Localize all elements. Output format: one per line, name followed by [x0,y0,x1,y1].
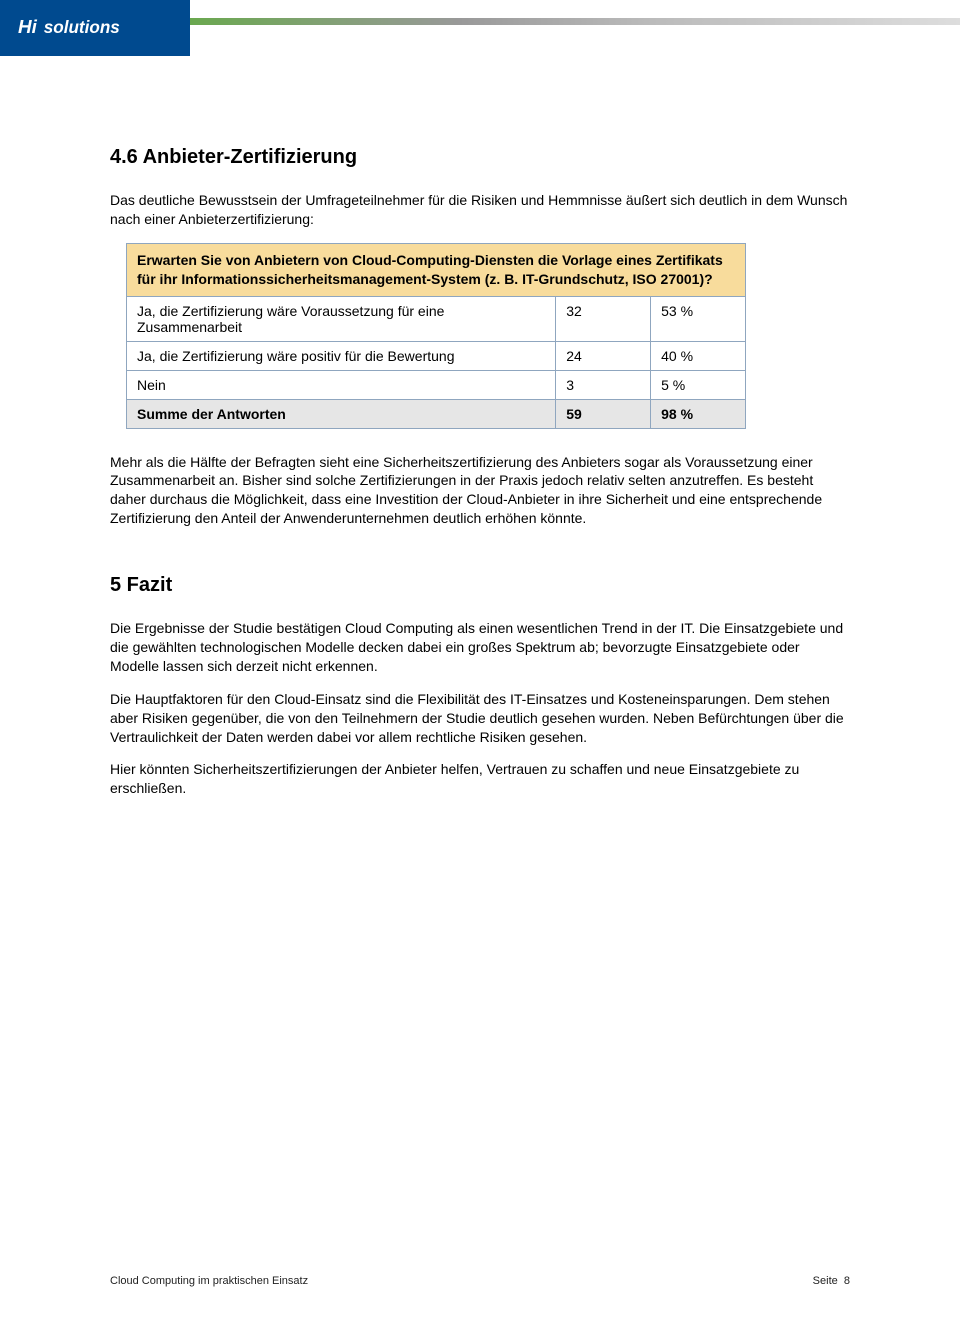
table-cell-count: 24 [556,341,651,370]
fazit-heading: 5 Fazit [110,574,850,597]
table-sum-pct: 98 % [651,399,746,428]
logo-icon: Hi solutions [18,16,172,40]
table-cell-pct: 40 % [651,341,746,370]
svg-text:solutions: solutions [44,17,120,37]
footer-right: Seite 8 [813,1275,850,1287]
table-cell-count: 3 [556,370,651,399]
fazit-paragraph: Die Ergebnisse der Studie bestätigen Clo… [110,619,850,676]
page-footer: Cloud Computing im praktischen Einsatz S… [110,1275,850,1287]
intro-paragraph: Das deutliche Bewusstsein der Umfragetei… [110,191,850,229]
content-area: 4.6 Anbieter-Zertifizierung Das deutlich… [0,56,960,798]
post-table-paragraph: Mehr als die Hälfte der Befragten sieht … [110,453,850,529]
table-row: Nein 3 5 % [127,370,746,399]
table-cell-pct: 53 % [651,296,746,341]
page: Hi solutions 4.6 Anbieter-Zertifizierung… [0,0,960,1317]
survey-table-wrap: Erwarten Sie von Anbietern von Cloud-Com… [126,243,850,429]
table-sum-count: 59 [556,399,651,428]
table-row: Ja, die Zertifizierung wäre positiv für … [127,341,746,370]
table-sum-label: Summe der Antworten [127,399,556,428]
table-cell-label: Ja, die Zertifizierung wäre positiv für … [127,341,556,370]
header-gradient-bar [190,18,960,25]
table-row: Ja, die Zertifizierung wäre Voraussetzun… [127,296,746,341]
table-cell-label: Nein [127,370,556,399]
survey-table: Erwarten Sie von Anbietern von Cloud-Com… [126,243,746,429]
footer-left: Cloud Computing im praktischen Einsatz [110,1275,308,1287]
section-heading: 4.6 Anbieter-Zertifizierung [110,146,850,169]
table-cell-pct: 5 % [651,370,746,399]
table-sum-row: Summe der Antworten 59 98 % [127,399,746,428]
fazit-paragraph: Hier könnten Sicherheitszertifizierungen… [110,760,850,798]
table-header-row: Erwarten Sie von Anbietern von Cloud-Com… [127,243,746,296]
footer-page-label: Seite [813,1275,838,1287]
table-question: Erwarten Sie von Anbietern von Cloud-Com… [127,243,746,296]
table-cell-label: Ja, die Zertifizierung wäre Voraussetzun… [127,296,556,341]
svg-text:Hi: Hi [18,16,38,37]
table-cell-count: 32 [556,296,651,341]
header-band: Hi solutions [0,0,960,56]
logo-box: Hi solutions [0,0,190,56]
fazit-paragraph: Die Hauptfaktoren für den Cloud-Einsatz … [110,690,850,747]
footer-page-num: 8 [844,1275,850,1287]
